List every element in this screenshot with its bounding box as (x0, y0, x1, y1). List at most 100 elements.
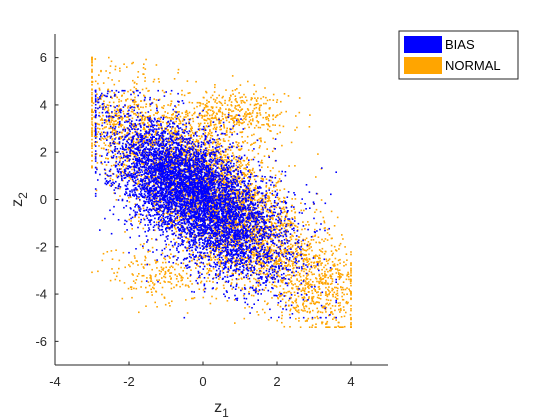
scatter-point-normal (156, 122, 158, 124)
scatter-point-normal (211, 217, 213, 219)
scatter-point-normal (128, 218, 131, 221)
scatter-point-normal (338, 278, 341, 281)
scatter-point-normal (255, 106, 258, 109)
scatter-point-normal (265, 102, 267, 105)
scatter-point-normal (230, 95, 232, 97)
scatter-point-normal (260, 204, 262, 207)
scatter-point-normal (290, 222, 293, 225)
scatter-point-normal (190, 168, 193, 171)
scatter-point-normal (306, 282, 309, 284)
scatter-point-normal (204, 157, 207, 159)
scatter-point-normal (233, 257, 235, 260)
scatter-point-normal (214, 229, 216, 231)
scatter-point-normal (272, 118, 274, 121)
scatter-point-normal (300, 290, 303, 292)
scatter-point-normal (171, 147, 174, 149)
scatter-point-normal (213, 255, 216, 257)
scatter-point-normal (166, 225, 169, 227)
scatter-point-normal (206, 125, 209, 128)
scatter-point-normal (229, 174, 232, 176)
scatter-point-normal (249, 198, 252, 201)
scatter-point-normal (223, 125, 225, 127)
scatter-point-normal (277, 181, 279, 184)
scatter-point-normal (257, 284, 259, 286)
scatter-point-normal (227, 225, 230, 227)
scatter-point-normal (161, 129, 164, 131)
scatter-point-normal (315, 261, 318, 263)
scatter-point-normal (213, 111, 215, 114)
scatter-point-normal (240, 180, 242, 182)
scatter-point-normal (259, 262, 262, 264)
scatter-point-normal (246, 142, 249, 144)
scatter-point-normal (212, 157, 214, 160)
scatter-point-normal (173, 110, 176, 113)
scatter-point-normal (265, 184, 268, 187)
scatter-point-normal (119, 117, 122, 119)
scatter-point-normal (270, 202, 273, 205)
scatter-point-normal (111, 117, 114, 119)
scatter-point-normal (219, 126, 221, 128)
scatter-point-normal (267, 119, 270, 122)
scatter-point-normal (249, 241, 251, 243)
scatter-point-normal (105, 70, 107, 72)
scatter-point-normal (220, 150, 222, 153)
scatter-point-normal (218, 120, 221, 123)
scatter-point-normal (226, 181, 228, 184)
scatter-point-normal (138, 108, 140, 110)
scatter-point-normal (261, 159, 263, 162)
scatter-point-normal (282, 234, 284, 237)
scatter-point-normal (212, 218, 214, 221)
scatter-point-normal (147, 90, 149, 92)
scatter-point-normal (265, 178, 268, 180)
scatter-point-normal (280, 317, 283, 320)
scatter-point-normal (107, 77, 110, 79)
scatter-point-normal (317, 236, 320, 238)
scatter-point-normal (115, 174, 118, 176)
scatter-point-normal (187, 115, 189, 117)
scatter-point-normal (278, 235, 281, 237)
scatter-point-normal (215, 179, 218, 182)
scatter-point-normal (277, 263, 279, 265)
scatter-point-normal (229, 149, 232, 151)
scatter-point-normal (143, 63, 145, 65)
scatter-point-normal (271, 222, 273, 225)
scatter-point-normal (277, 180, 280, 183)
scatter-point-normal (151, 175, 154, 177)
scatter-point-normal (149, 197, 152, 200)
scatter-point-normal (198, 209, 200, 211)
scatter-point-normal (335, 268, 337, 270)
scatter-point-normal (124, 105, 126, 107)
scatter-point-normal (91, 135, 93, 137)
scatter-point-normal (142, 140, 145, 142)
scatter-point-normal (320, 294, 322, 296)
scatter-point-normal (310, 271, 313, 274)
scatter-point-normal (174, 228, 177, 230)
scatter-point-normal (119, 187, 121, 190)
scatter-point-normal (308, 244, 311, 247)
scatter-point-normal (91, 75, 93, 78)
scatter-point-normal (273, 227, 275, 230)
scatter-point-normal (224, 169, 227, 172)
scatter-point-normal (302, 221, 304, 223)
scatter-point-normal (175, 207, 178, 210)
scatter-point-normal (242, 264, 244, 266)
scatter-point-normal (214, 101, 216, 103)
scatter-point-normal (102, 138, 105, 140)
scatter-point-normal (182, 199, 184, 202)
scatter-point-normal (175, 120, 177, 123)
scatter-point-normal (91, 98, 93, 100)
scatter-point-normal (110, 60, 113, 63)
scatter-point-normal (300, 209, 303, 212)
scatter-point-normal (109, 184, 111, 187)
scatter-point-normal (255, 103, 258, 106)
scatter-point-normal (253, 253, 256, 255)
scatter-point-normal (254, 194, 257, 197)
scatter-point-normal (214, 258, 216, 261)
scatter-point-normal (187, 92, 190, 94)
scatter-point-normal (267, 218, 269, 220)
scatter-point-normal (178, 217, 181, 219)
scatter-point-normal (237, 242, 240, 245)
scatter-point-normal (188, 101, 191, 104)
scatter-point-normal (124, 154, 126, 157)
scatter-point-normal (282, 243, 285, 245)
